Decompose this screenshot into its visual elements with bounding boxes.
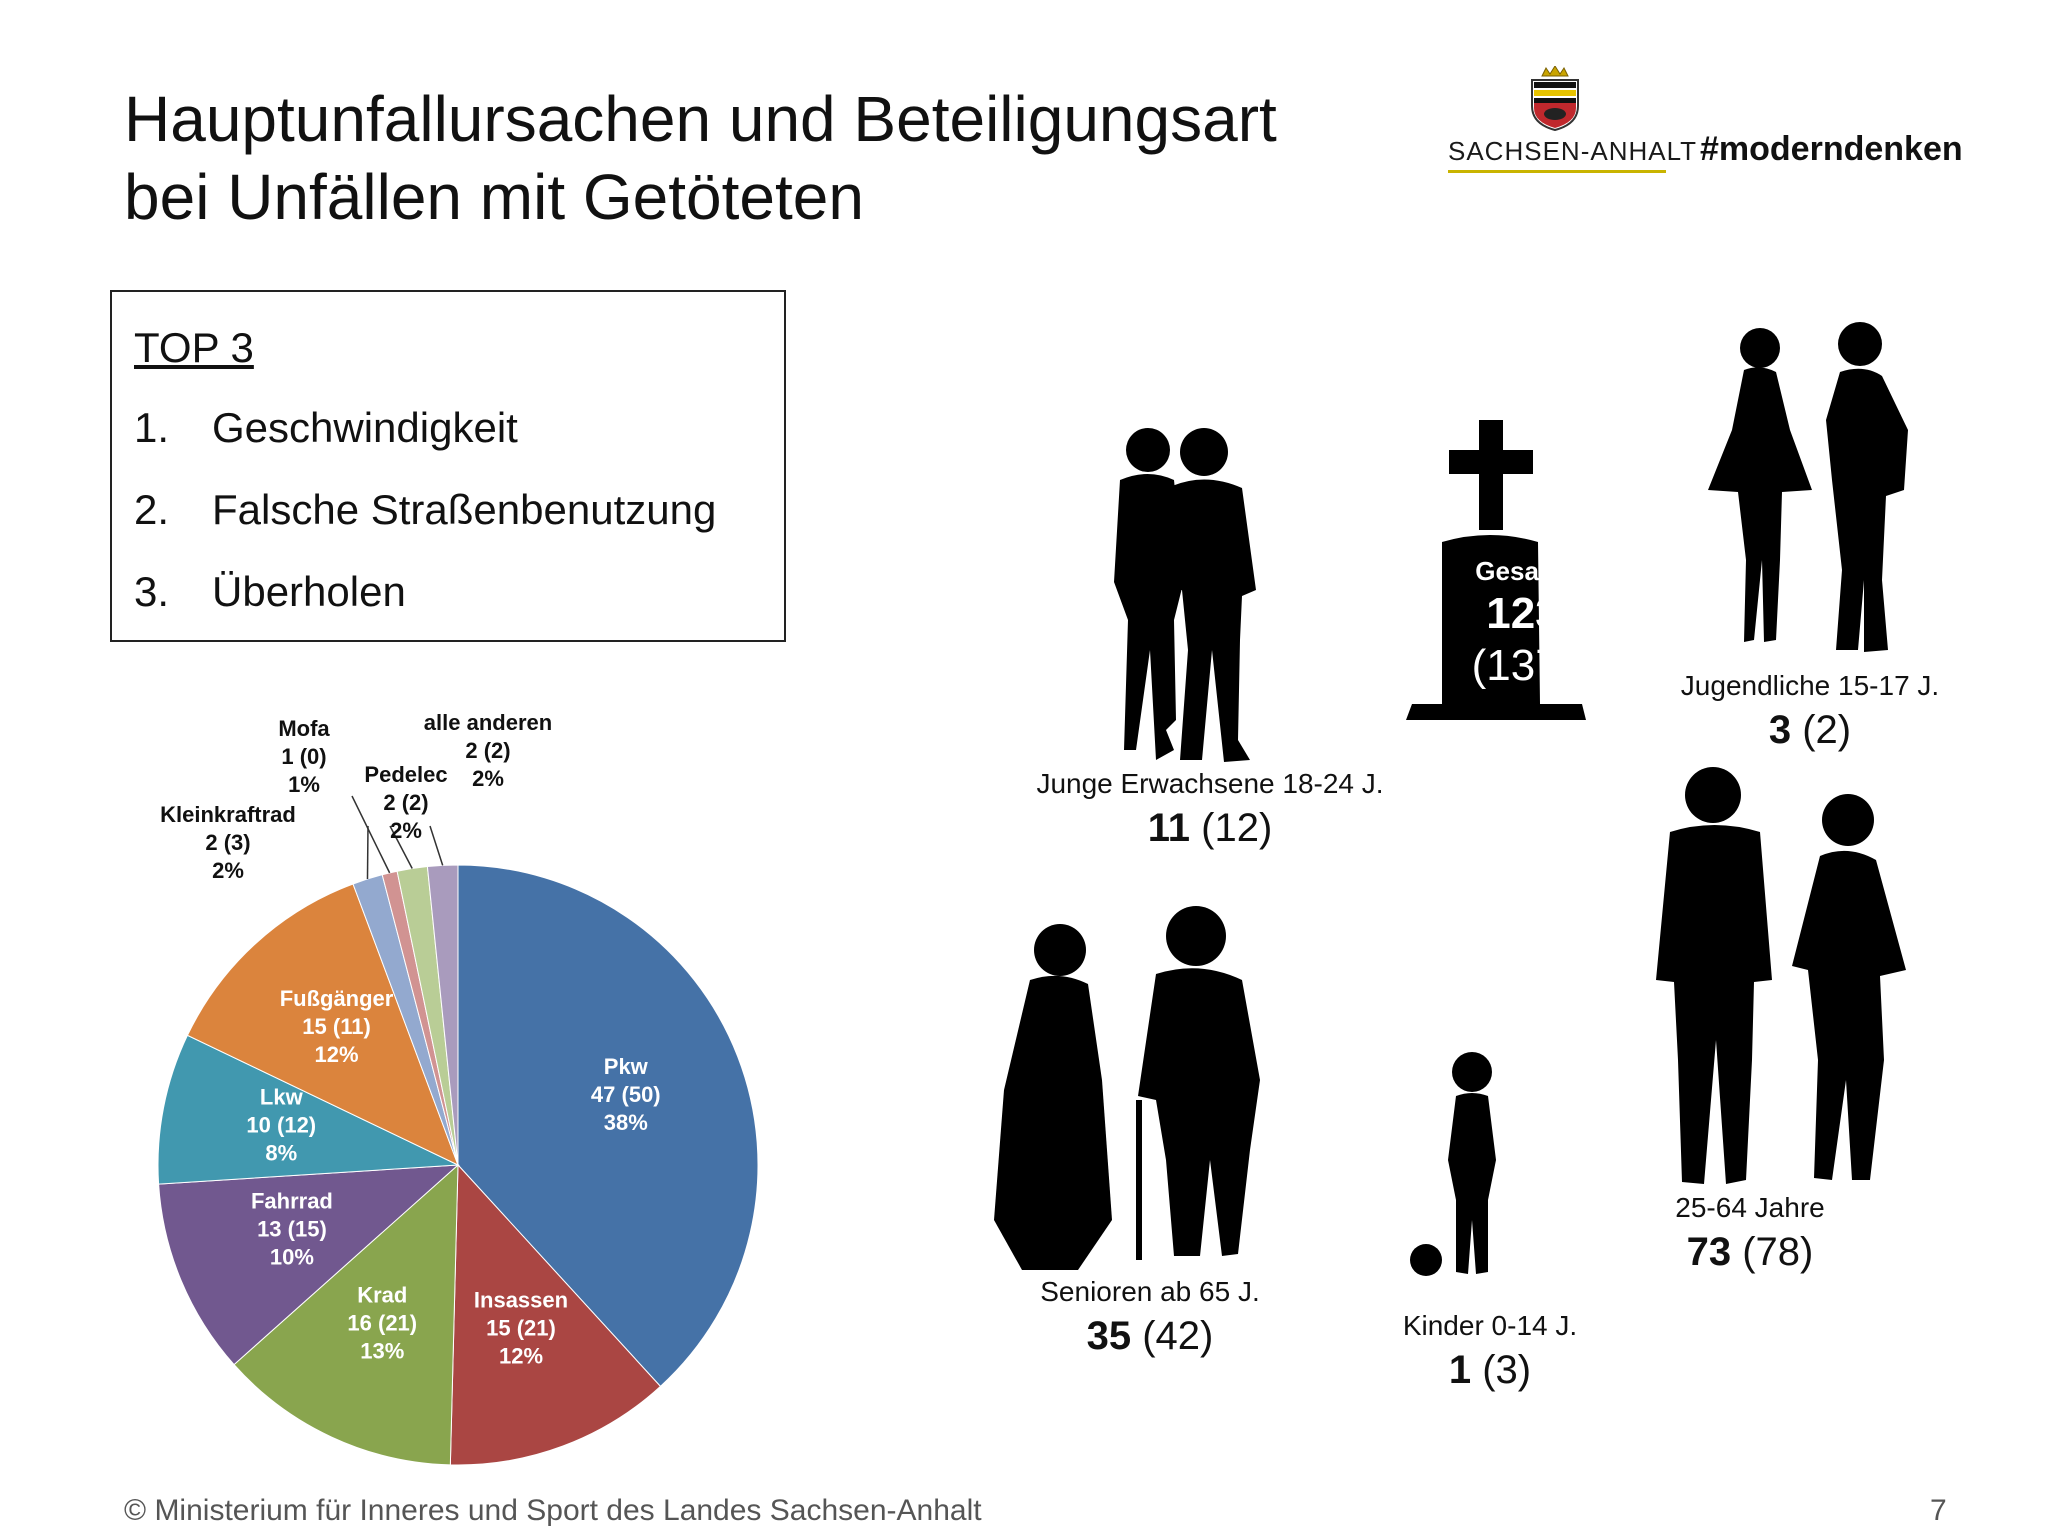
group-value: 73 (78): [1686, 1230, 1814, 1274]
group-label: Kinder 0-14 J.: [1402, 1310, 1578, 1341]
pie-label-percent: 12%: [499, 1344, 543, 1369]
pie-label-value: 2 (2): [465, 738, 510, 763]
pie-label-percent: 10%: [270, 1244, 314, 1269]
group-teenagers: Jugendliche 15-17 J. 3 (2): [1640, 670, 1980, 753]
logo-text: SACHSEN-ANHALT: [1448, 136, 1698, 166]
pie-label-value: 15 (11): [302, 1014, 371, 1039]
total-tombstone-text: Gesamt 123 (137): [1458, 556, 1588, 691]
pie-label-name: Fahrrad: [251, 1188, 333, 1213]
pie-label-percent: 2%: [472, 766, 504, 791]
pie-labels: Pkw 47 (50) 38% Insassen 15 (21) 12% Krad 16 (2…: [160, 710, 661, 1369]
pie-label-value: 2 (3): [205, 830, 250, 855]
pie-label-value: 16 (21): [347, 1310, 417, 1335]
group-children: Kinder 0-14 J. 1 (3): [1360, 1310, 1620, 1393]
logo-underline: [1448, 170, 1666, 173]
top3-item-number: 3.: [134, 568, 170, 615]
group-label: Senioren ab 65 J.: [1040, 1276, 1260, 1307]
top3-item-text: Geschwindigkeit: [212, 404, 518, 451]
pie-label-value: 13 (15): [257, 1216, 327, 1241]
ball-icon: [1410, 1244, 1442, 1276]
top3-item: 2. Falsche Straßenbenutzung: [134, 486, 716, 534]
pie-label-name: Lkw: [260, 1085, 304, 1110]
top3-item: 3. Überholen: [134, 568, 406, 616]
group-label: Junge Erwachsene 18-24 J.: [1036, 768, 1384, 799]
total-value: 123: [1486, 589, 1560, 638]
group-value: 11 (12): [1147, 806, 1273, 850]
pie-slice-krad: [233, 1163, 459, 1466]
pie-chart: Pkw 47 (50) 38% Insassen 15 (21) 12% Krad 16 (2…: [157, 710, 759, 1466]
pie-label-percent: 1%: [288, 772, 320, 797]
pie-leader-line: [351, 795, 391, 874]
pie-slices: [157, 864, 759, 1466]
pie-label-name: Pedelec: [364, 762, 447, 787]
pie-label-name: Insassen: [474, 1288, 568, 1313]
hashtag: #moderndenken: [1700, 130, 1963, 168]
top3-item-number: 1.: [134, 404, 170, 451]
pie-label-name: Mofa: [278, 716, 330, 741]
pie-label-percent: 2%: [212, 858, 244, 883]
top3-item-text: Falsche Straßenbenutzung: [212, 486, 717, 533]
top3-box: TOP 3 1. Geschwindigkeit 2. Falsche Straße…: [110, 290, 786, 642]
pie-label-value: 10 (12): [246, 1113, 316, 1138]
top3-item-number: 2.: [134, 486, 170, 533]
group-value: 1 (3): [1448, 1348, 1532, 1392]
pie-leader-line: [429, 825, 444, 866]
pie-leader-lines: [351, 795, 444, 879]
pie-label-name: Pkw: [604, 1054, 649, 1079]
page-title-line1: Hauptunfallursachen und Beteiligungsart: [124, 83, 1277, 155]
teenagers-silhouette: [1708, 322, 1908, 652]
pie-label-percent: 38%: [604, 1110, 648, 1135]
group-label: 25-64 Jahre: [1675, 1192, 1825, 1223]
pie-label-value: 15 (21): [486, 1316, 556, 1341]
young-adults-silhouette: [1114, 428, 1256, 762]
top3-heading: TOP 3: [134, 324, 254, 371]
pie-label-percent: 2%: [390, 818, 422, 843]
page-title: Hauptunfallursachen und Beteiligungsart …: [124, 80, 1277, 236]
total-prev: (137): [1471, 641, 1575, 690]
people-silhouettes: [994, 322, 1908, 1276]
group-value: 3 (2): [1768, 708, 1852, 752]
pie-label-name: Kleinkraftrad: [160, 802, 296, 827]
coat-of-arms-logo: [1531, 66, 1579, 132]
page-number: 7: [1930, 1494, 1947, 1527]
pie-label-value: 47 (50): [591, 1082, 661, 1107]
page-title-line2: bei Unfällen mit Getöteten: [124, 161, 864, 233]
pie-label-percent: 8%: [265, 1141, 297, 1166]
footer-copyright: © Ministerium für Inneres und Sport des …: [124, 1494, 982, 1527]
tombstone-icon: [1406, 420, 1586, 720]
seniors-silhouette: [994, 906, 1260, 1270]
pie-leader-line: [366, 825, 369, 879]
group-young-adults: Junge Erwachsene 18-24 J. 11 (12): [1020, 768, 1400, 851]
pie-label-percent: 13%: [360, 1338, 404, 1363]
top3-item-text: Überholen: [212, 568, 406, 615]
group-value: 35 (42): [1086, 1314, 1214, 1358]
total-label: Gesamt: [1475, 556, 1571, 586]
pie-label-value: 1 (0): [281, 744, 326, 769]
pie-label-name: alle anderen: [424, 710, 552, 735]
group-seniors: Senioren ab 65 J. 35 (42): [1000, 1276, 1300, 1359]
pie-slice-fahrrad: [158, 1164, 460, 1366]
pie-label-percent: 12%: [315, 1042, 359, 1067]
pie-leader-line: [389, 825, 413, 869]
pie-label-name: Fußgänger: [280, 986, 394, 1011]
adults-silhouette: [1656, 767, 1906, 1184]
child-silhouette: [1410, 1052, 1496, 1276]
pie-slice-insassen: [449, 1163, 662, 1466]
pie-slice-pkw: [457, 864, 759, 1388]
group-adults: 25-64 Jahre 73 (78): [1620, 1192, 1880, 1275]
pie-slice-lkw: [157, 1034, 460, 1185]
pie-slice-fußgänger: [186, 883, 459, 1166]
pie-label-name: Krad: [357, 1282, 407, 1307]
pie-label-value: 2 (2): [383, 790, 428, 815]
group-label: Jugendliche 15-17 J.: [1680, 670, 1940, 701]
top3-item: 1. Geschwindigkeit: [134, 404, 518, 452]
